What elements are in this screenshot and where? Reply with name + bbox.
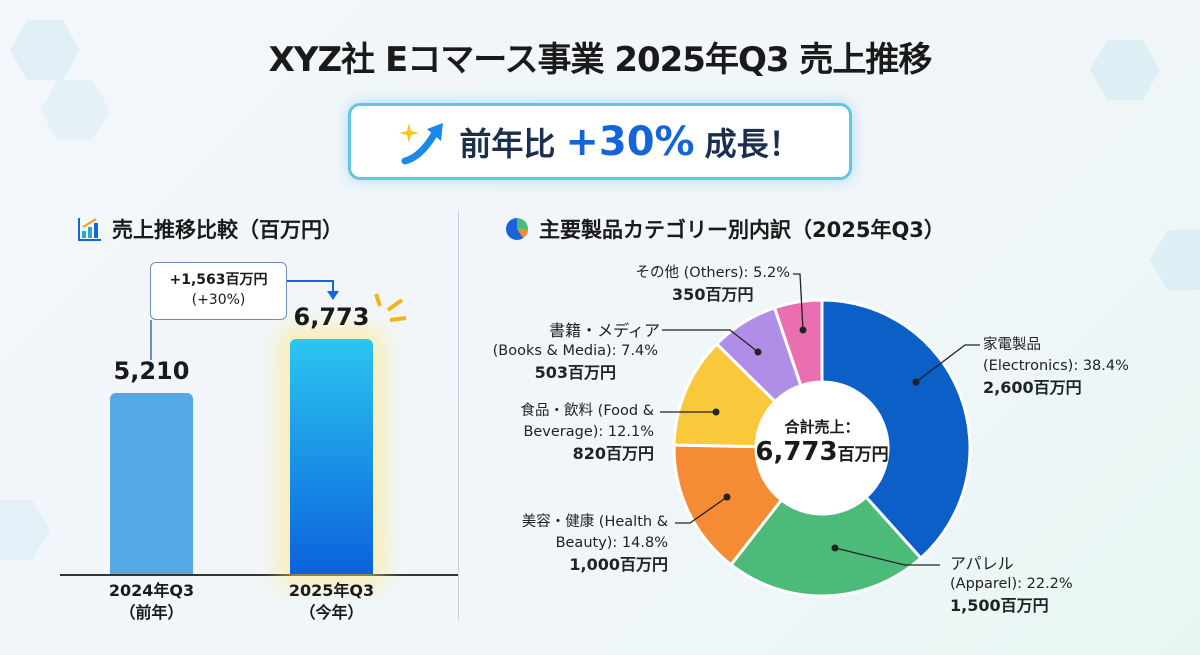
slice-label-percent: (Electronics): 38.4% xyxy=(983,358,1129,374)
slice-label-percent: Beauty): 14.8% xyxy=(555,535,668,551)
difference-percent: (+30%) xyxy=(191,292,246,308)
slice-label-name: その他 (Others): 5.2% xyxy=(635,265,790,281)
leader-line-books xyxy=(662,329,759,353)
badge-prefix: 前年比 xyxy=(459,124,556,163)
donut-center-label: 合計売上： 6,773百万円 xyxy=(752,416,892,467)
bar-value-label: 6,773 xyxy=(293,303,370,332)
slice-label-name: 書籍・メディア xyxy=(549,321,660,340)
x-tick-label: 2024年Q3 （前年） xyxy=(108,581,195,622)
bar-value-label: 5,210 xyxy=(113,357,190,386)
slice-label-name: 食品・飲料 (Food & xyxy=(520,403,654,419)
leader-dot xyxy=(912,378,920,386)
slice-label-percent: (Apparel): 22.2% xyxy=(950,576,1073,592)
x-axis xyxy=(60,574,458,576)
bar-2024-q3 xyxy=(110,393,193,574)
donut-hole xyxy=(756,382,888,514)
leader-line-health xyxy=(675,496,728,524)
slice-label-name: 美容・健康 (Health & xyxy=(521,514,668,530)
annotation-arrow-line xyxy=(332,280,334,292)
pie-chart-header: 主要製品カテゴリー別内訳（2025年Q3） xyxy=(505,214,945,244)
sparkle-arrow-up-icon xyxy=(399,122,444,164)
arrow-down-icon xyxy=(327,291,339,300)
leader-lines xyxy=(660,273,980,566)
slice-label-percent: (Books & Media): 7.4% xyxy=(492,343,658,359)
slice-label-amount: 2,600百万円 xyxy=(983,378,1082,397)
difference-amount: +1,563百万円 xyxy=(169,272,268,288)
page-title: XYZ社 Eコマース事業 2025年Q3 売上推移 xyxy=(268,40,933,80)
pie-chart-icon xyxy=(506,218,528,240)
badge-value: +30% xyxy=(565,118,695,165)
x-tick-label: 2025年Q3 （今年） xyxy=(288,581,375,622)
leader-line-apparel xyxy=(834,547,940,566)
leader-line-electronics xyxy=(915,344,980,383)
badge-suffix: 成長！ xyxy=(704,124,801,163)
leader-dot xyxy=(831,544,839,552)
difference-annotation: +1,563百万円 (+30%) xyxy=(150,262,287,320)
label-health: 美容・健康 (Health & Beauty): 14.8% 1,000百万円 xyxy=(522,512,668,577)
slice-label-amount: 820百万円 xyxy=(572,444,654,463)
slice-label-amount: 350百万円 xyxy=(672,285,754,304)
total-value: 6,773 xyxy=(755,437,838,467)
bar-chart-icon xyxy=(78,218,101,241)
slice-label-percent: Beverage): 12.1% xyxy=(523,424,654,440)
slice-label-name: アパレル xyxy=(950,554,1014,573)
pie-chart-title: 主要製品カテゴリー別内訳（2025年Q3） xyxy=(539,218,945,242)
leader-dot xyxy=(712,408,720,416)
shine-icon xyxy=(374,293,407,322)
leader-dot xyxy=(723,493,731,501)
slice-label-amount: 1,500百万円 xyxy=(950,596,1049,615)
bar-2025-q3 xyxy=(290,339,373,574)
label-food: 食品・飲料 (Food & Beverage): 12.1% 820百万円 xyxy=(521,401,654,466)
leader-dot xyxy=(754,348,762,356)
section-divider xyxy=(458,210,459,620)
bar-chart-title: 売上推移比較（百万円） xyxy=(112,218,343,242)
total-label: 合計売上： xyxy=(784,418,860,436)
slice-label-amount: 503百万円 xyxy=(534,363,617,382)
label-others: その他 (Others): 5.2% 350百万円 xyxy=(636,263,790,307)
slice-label-amount: 1,000百万円 xyxy=(569,555,668,574)
label-apparel: アパレル (Apparel): 22.2% 1,500百万円 xyxy=(950,553,1073,618)
leader-line-others xyxy=(793,273,804,331)
bar-chart-header: 売上推移比較（百万円） xyxy=(78,214,343,244)
label-books: 書籍・メディア (Books & Media): 7.4% 503百万円 xyxy=(492,320,660,385)
leader-dot xyxy=(799,326,807,334)
annotation-leader xyxy=(150,320,152,360)
label-electronics: 家電製品 (Electronics): 38.4% 2,600百万円 xyxy=(983,335,1129,400)
slice-label-name: 家電製品 xyxy=(983,337,1041,353)
growth-badge: 前年比 +30% 成長！ xyxy=(348,103,852,180)
bar-chart: +1,563百万円 (+30%) 5,210 2024年Q3 （前年） 6,773 20… xyxy=(0,0,460,655)
annotation-arrow-line xyxy=(287,280,333,282)
total-unit: 百万円 xyxy=(837,445,889,465)
